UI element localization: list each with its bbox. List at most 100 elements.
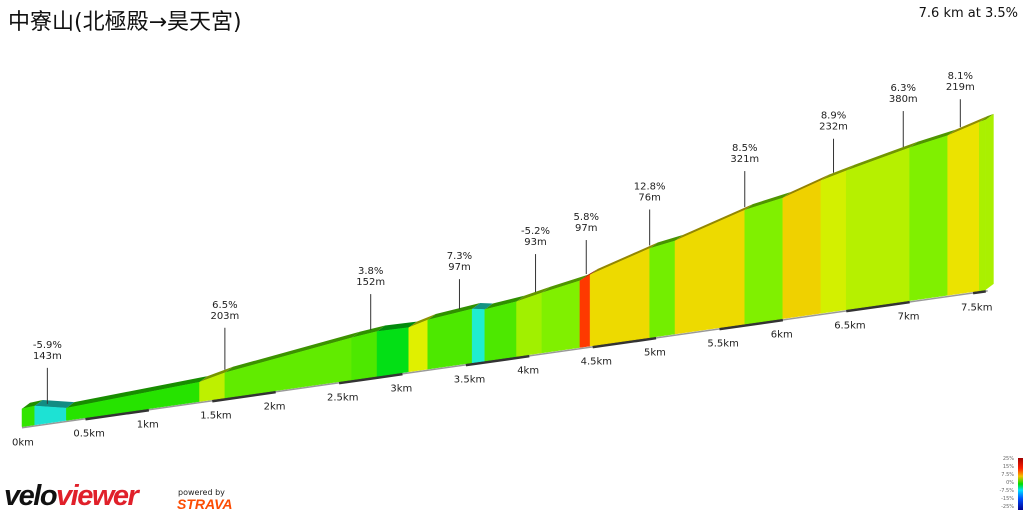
segment-top-face [408, 313, 436, 328]
segment-front-face [649, 240, 676, 338]
segment-front-face [224, 337, 352, 399]
segment-top-face [377, 321, 417, 332]
segment-top-face [675, 204, 753, 241]
segment-top-face [199, 366, 233, 383]
annotation-grade: 6.5% [212, 300, 237, 311]
x-tick-label: 7km [898, 312, 920, 323]
legend-label: -7.5% [999, 488, 1014, 494]
segment-top-face [947, 116, 988, 136]
distance-band [211, 389, 276, 403]
annotation-length: 76m [638, 192, 660, 203]
annotation-grade: 8.1% [948, 71, 973, 82]
segment-top-face [34, 400, 75, 409]
distance-band [465, 353, 530, 367]
segment-top-face [820, 164, 855, 181]
x-tick-label: 2km [264, 402, 286, 413]
segment-front-face [947, 121, 980, 296]
route-summary: 7.6 km at 3.5% [918, 6, 1018, 21]
segment-top-face [224, 331, 360, 373]
segment-top-face [22, 400, 43, 409]
segment-front-face [820, 170, 847, 314]
annotation-length: 93m [524, 237, 546, 248]
legend-label: 15% [1002, 464, 1014, 470]
annotation-length: 97m [448, 262, 470, 273]
veloviewer-logo[interactable]: veloviewer [4, 480, 139, 513]
segment-front-face [21, 405, 35, 428]
segment-top-face [782, 174, 829, 198]
segment-front-face [845, 147, 910, 310]
segment-front-face [589, 248, 650, 347]
powered-by-label: powered by [178, 488, 225, 497]
segment-front-face [579, 274, 591, 348]
segment-top-face [590, 242, 658, 275]
segment-front-face [516, 292, 543, 357]
distance-band [592, 335, 657, 349]
strava-logo[interactable]: STRAVA [177, 496, 233, 512]
annotation-length: 219m [946, 82, 975, 93]
annotation-grade: 8.9% [821, 111, 846, 122]
legend-label: 25% [1002, 456, 1014, 462]
annotation-grade: 12.8% [634, 181, 666, 192]
annotation-grade: 7.3% [447, 251, 472, 262]
annotation-length: 232m [819, 122, 848, 133]
segment-front-face [674, 209, 746, 335]
segment-top-face [351, 325, 386, 338]
segment-top-face [427, 302, 481, 320]
annotation-grade: -5.9% [33, 340, 62, 351]
annotation-length: 380m [889, 94, 918, 105]
x-tick-label: 3.5km [454, 375, 485, 386]
legend-label: -25% [1001, 504, 1014, 510]
x-tick-label: 4.5km [581, 357, 612, 368]
segment-top-face [979, 113, 994, 123]
distance-band [85, 407, 150, 421]
legend-label: -15% [1001, 496, 1014, 502]
logo-part: viewer [56, 480, 139, 512]
x-tick-label: 3km [390, 384, 412, 395]
x-tick-label: 1.5km [200, 411, 231, 422]
distance-band [338, 371, 403, 385]
segment-front-face [376, 327, 409, 377]
logo-part: velo [4, 480, 58, 512]
x-tick-label: 7.5km [961, 303, 992, 314]
segment-front-face [408, 319, 429, 373]
annotation-grade: 5.8% [574, 212, 599, 223]
annotation-grade: 6.3% [891, 83, 916, 94]
x-tick-label: 6km [771, 330, 793, 341]
segment-top-face [472, 302, 493, 310]
x-tick-label: 4km [517, 366, 539, 377]
x-tick-label: 5km [644, 348, 666, 359]
x-tick-label: 6.5km [834, 321, 865, 332]
annotation-length: 97m [575, 223, 597, 234]
annotation-length: 152m [356, 277, 385, 288]
x-tick-label: 1km [137, 420, 159, 431]
segment-top-face [516, 286, 550, 302]
x-tick-label: 0km [12, 438, 34, 449]
segment-front-face [541, 280, 581, 354]
segment-front-face [979, 119, 986, 292]
distance-band [719, 317, 784, 331]
page-title: 中寮山(北極殿→昊天宮) [8, 10, 242, 35]
x-tick-label: 2.5km [327, 393, 358, 404]
segment-top-face [541, 274, 588, 293]
segment-top-face [484, 295, 525, 310]
segment-top-face [649, 234, 684, 249]
segment-top-face [909, 129, 956, 148]
segment-top-face [579, 268, 599, 281]
segment-top-face [744, 191, 791, 211]
segment-front-face [471, 308, 486, 364]
segment-front-face [484, 301, 517, 362]
distance-band [972, 289, 986, 295]
annotation-length: 321m [730, 154, 759, 165]
x-tick-label: 0.5km [73, 429, 104, 440]
annotation-grade: -5.2% [521, 226, 550, 237]
segment-top-face [846, 141, 918, 171]
annotation-length: 143m [33, 351, 62, 362]
segment-front-face [782, 180, 822, 319]
segment-front-face [744, 197, 784, 325]
annotation-length: 203m [210, 311, 239, 322]
segment-front-face [351, 331, 378, 381]
legend-gradient [1018, 458, 1023, 510]
profile-end-face [985, 113, 994, 290]
legend-label: 0% [1006, 480, 1014, 486]
